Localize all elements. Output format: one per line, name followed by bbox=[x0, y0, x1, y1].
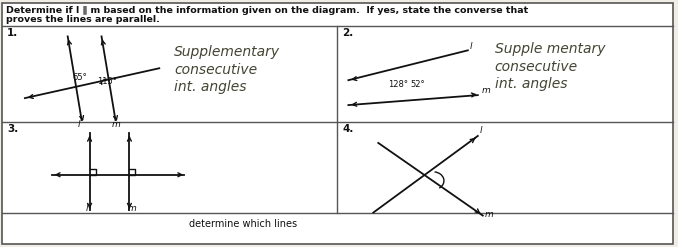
Text: m: m bbox=[482, 86, 490, 95]
Text: l: l bbox=[78, 120, 80, 129]
Text: Supplementary: Supplementary bbox=[174, 45, 280, 59]
Text: 4.: 4. bbox=[342, 124, 354, 134]
Text: 52°: 52° bbox=[410, 80, 424, 89]
Text: consecutive: consecutive bbox=[174, 63, 258, 77]
Text: 3.: 3. bbox=[7, 124, 18, 134]
Text: proves the lines are parallel.: proves the lines are parallel. bbox=[6, 16, 160, 24]
Text: 65°: 65° bbox=[73, 73, 87, 82]
Text: int. angles: int. angles bbox=[495, 77, 567, 91]
Text: m: m bbox=[485, 209, 494, 219]
Text: l: l bbox=[85, 204, 88, 213]
Text: m: m bbox=[127, 204, 136, 213]
Text: 1.: 1. bbox=[7, 28, 18, 39]
Text: l: l bbox=[480, 126, 482, 135]
Text: m: m bbox=[111, 120, 120, 129]
Text: 2.: 2. bbox=[342, 28, 354, 39]
Text: int. angles: int. angles bbox=[174, 80, 247, 94]
Text: Supple mentary: Supple mentary bbox=[495, 42, 605, 56]
Text: determine which lines: determine which lines bbox=[189, 219, 297, 228]
Text: Determine if l ∥ m based on the information given on the diagram.  If yes, state: Determine if l ∥ m based on the informat… bbox=[6, 5, 528, 15]
Text: l: l bbox=[470, 42, 473, 51]
Text: 128°: 128° bbox=[388, 80, 408, 89]
Text: 115°: 115° bbox=[98, 77, 117, 86]
Text: consecutive: consecutive bbox=[495, 60, 578, 74]
